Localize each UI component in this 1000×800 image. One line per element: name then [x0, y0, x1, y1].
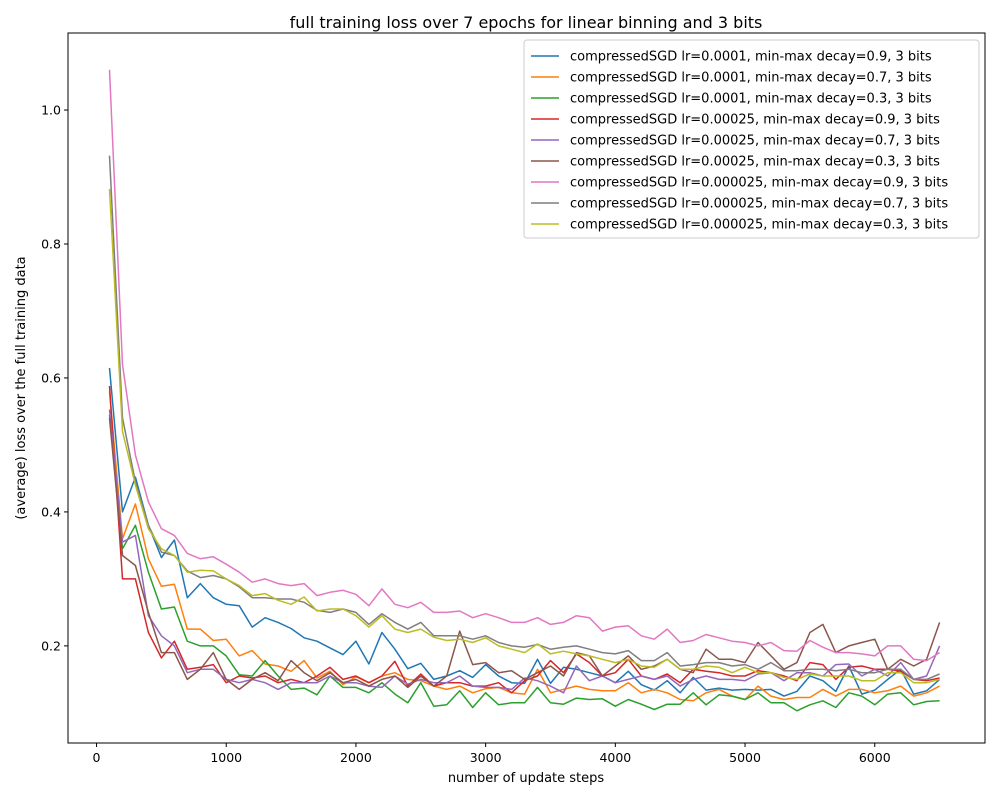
y-tick-label: 1.0 — [41, 103, 61, 118]
y-tick-label: 0.8 — [41, 236, 61, 251]
legend-entry-6: compressedSGD lr=0.00025, min-max decay=… — [570, 155, 940, 170]
x-tick-label: 3000 — [470, 750, 502, 765]
series-line-1 — [108, 367, 941, 697]
plot-lines — [108, 69, 941, 712]
legend-entry-4: compressedSGD lr=0.00025, min-max decay=… — [570, 113, 940, 128]
x-tick-label: 2000 — [340, 750, 372, 765]
series-line-3 — [108, 414, 940, 712]
legend-box — [523, 39, 980, 239]
legend-entry-7: compressedSGD lr=0.000025, min-max decay… — [570, 176, 948, 191]
y-axis-label: (average) loss over the full training da… — [14, 256, 29, 519]
series-line-9 — [108, 189, 940, 684]
legend-entry-5: compressedSGD lr=0.00025, min-max decay=… — [570, 134, 940, 149]
legend: compressedSGD lr=0.0001, min-max decay=0… — [523, 39, 980, 239]
series-line-8 — [108, 155, 940, 681]
y-tick-label: 0.2 — [41, 638, 61, 653]
legend-entry-3: compressedSGD lr=0.0001, min-max decay=0… — [570, 92, 932, 107]
x-tick-label: 0 — [93, 750, 101, 765]
x-tick-label: 5000 — [729, 750, 761, 765]
x-axis-label: number of update steps — [448, 771, 605, 786]
y-tick-label: 0.6 — [41, 370, 61, 385]
series-line-4 — [108, 385, 940, 694]
series-line-7 — [108, 69, 940, 662]
plot-frame — [67, 32, 986, 744]
series-line-2 — [108, 391, 940, 702]
legend-entry-9: compressedSGD lr=0.000025, min-max decay… — [570, 218, 948, 233]
x-tick-label: 6000 — [859, 750, 891, 765]
chart-title: full training loss over 7 epochs for lin… — [290, 13, 763, 32]
x-tick-label: 4000 — [599, 750, 631, 765]
legend-entry-1: compressedSGD lr=0.0001, min-max decay=0… — [570, 50, 932, 65]
x-tick-label: 1000 — [210, 750, 242, 765]
series-line-5 — [108, 409, 941, 694]
series-line-6 — [108, 418, 941, 691]
x-axis: 0 1000 2000 3000 4000 5000 6000 — [93, 743, 891, 765]
y-tick-label: 0.4 — [41, 504, 61, 519]
y-axis: 0.2 0.4 0.6 0.8 1.0 — [41, 103, 68, 653]
legend-entry-2: compressedSGD lr=0.0001, min-max decay=0… — [570, 71, 932, 86]
legend-entry-8: compressedSGD lr=0.000025, min-max decay… — [570, 197, 948, 212]
